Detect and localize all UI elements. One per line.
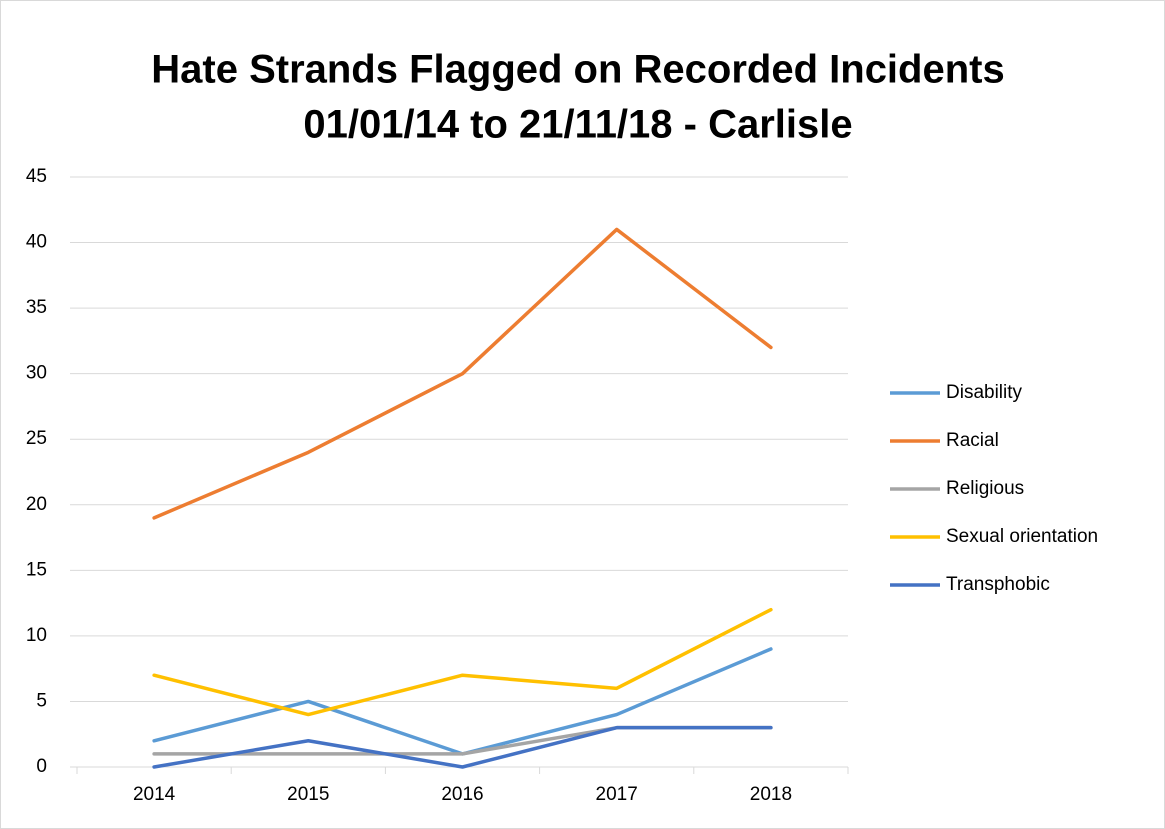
- legend-label: Racial: [946, 430, 999, 451]
- legend-label: Religious: [946, 478, 1024, 499]
- y-tick-label: 0: [36, 756, 47, 777]
- y-tick-label: 25: [26, 428, 47, 449]
- x-tick-label: 2018: [750, 784, 792, 805]
- y-tick-label: 45: [26, 166, 47, 187]
- legend-label: Transphobic: [946, 574, 1050, 595]
- y-tick-label: 10: [26, 625, 47, 646]
- y-tick-label: 20: [26, 494, 47, 515]
- legend-label: Sexual orientation: [946, 526, 1098, 547]
- y-tick-label: 5: [36, 690, 47, 711]
- series-line: [152, 607, 773, 717]
- y-tick-label: 30: [26, 363, 47, 384]
- series-line: [152, 227, 773, 520]
- y-tick-label: 40: [26, 232, 47, 253]
- y-tick-label: 15: [26, 559, 47, 580]
- series-line: [152, 725, 773, 769]
- legend-label: Disability: [946, 382, 1023, 403]
- x-tick-label: 2014: [133, 784, 176, 805]
- x-tick-label: 2016: [441, 784, 483, 805]
- y-tick-label: 35: [26, 297, 47, 318]
- x-tick-label: 2017: [596, 784, 638, 805]
- chart-title: Hate Strands Flagged on Recorded Inciden…: [151, 48, 1004, 92]
- chart-title: 01/01/14 to 21/11/18 - Carlisle: [303, 103, 852, 147]
- x-tick-label: 2015: [287, 784, 329, 805]
